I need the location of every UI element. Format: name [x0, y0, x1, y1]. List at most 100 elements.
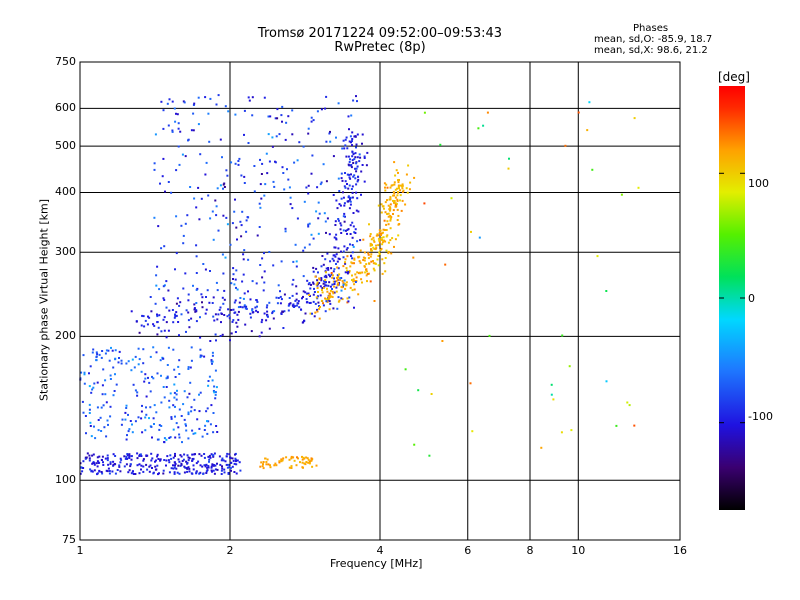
scatter-point [302, 456, 305, 459]
scatter-point [327, 273, 330, 276]
scatter-point [354, 232, 357, 234]
scatter-point [326, 290, 329, 293]
scatter-point [216, 468, 219, 471]
scatter-point [178, 408, 181, 411]
scatter-point [384, 189, 387, 192]
scatter-point [145, 413, 148, 416]
scatter-point [313, 291, 316, 293]
scatter-point [208, 140, 211, 143]
scatter-point [331, 283, 334, 286]
scatter-point [320, 108, 323, 111]
scatter-point [356, 240, 359, 243]
scatter-point [214, 391, 217, 394]
scatter-point [168, 437, 171, 439]
scatter-point [226, 174, 229, 177]
scatter-point [160, 374, 162, 377]
scatter-point [201, 465, 204, 468]
scatter-point [314, 302, 317, 305]
scatter-point [109, 405, 112, 408]
scatter-point [318, 212, 321, 215]
scatter-point [147, 376, 149, 379]
scatter-point [301, 455, 303, 458]
scatter-point [358, 260, 361, 263]
scatter-point [211, 210, 214, 213]
scatter-point [273, 464, 276, 467]
scatter-point [260, 321, 263, 324]
scatter-point [151, 467, 153, 469]
scatter-point [178, 334, 180, 337]
scatter-point [105, 435, 108, 438]
scatter-point [325, 95, 328, 98]
scatter-point [355, 95, 357, 98]
scatter-point [197, 186, 200, 189]
scatter-point [213, 391, 216, 394]
scatter-point [211, 360, 214, 363]
scatter-point [138, 472, 141, 475]
scatter-point [187, 299, 190, 302]
scatter-point [98, 455, 101, 458]
scatter-point [198, 472, 201, 475]
scatter-point [183, 418, 186, 421]
scatter-point [163, 299, 166, 301]
scatter-point [405, 187, 408, 190]
scatter-point [356, 271, 359, 274]
scatter-point [83, 382, 86, 385]
scatter-point [232, 319, 235, 322]
scatter-point [135, 320, 138, 323]
scatter-point [272, 180, 275, 183]
scatter-point [140, 417, 143, 420]
scatter-point [221, 156, 223, 159]
scatter-point [266, 310, 269, 313]
y-tick-label: 750 [55, 55, 76, 68]
scatter-point [178, 359, 181, 362]
scatter-point [131, 423, 133, 426]
scatter-point [381, 236, 383, 239]
scatter-point [91, 462, 94, 465]
scatter-point [337, 296, 340, 299]
scatter-point [133, 366, 136, 369]
scatter-point [349, 243, 351, 246]
scatter-point [338, 273, 341, 276]
y-tick-label: 300 [55, 245, 76, 259]
scatter-point [227, 463, 230, 466]
scatter-point [296, 217, 299, 220]
scatter-point [222, 187, 224, 190]
scatter-point [216, 462, 218, 465]
scatter-point [390, 252, 393, 255]
scatter-point [287, 178, 290, 181]
scatter-point [568, 365, 571, 368]
scatter-point [241, 280, 244, 283]
scatter-point [195, 244, 198, 247]
scatter-point [230, 282, 233, 285]
scatter-point [249, 316, 252, 319]
scatter-point [167, 459, 170, 462]
scatter-point [130, 455, 133, 458]
x-tick-label: 1 [76, 544, 84, 557]
scatter-point [112, 460, 115, 463]
scatter-point [190, 472, 193, 475]
scatter-point [173, 316, 176, 319]
scatter-point [393, 245, 395, 248]
scatter-point [280, 460, 283, 463]
scatter-point [354, 177, 357, 180]
scatter-point [280, 313, 283, 315]
scatter-point [93, 425, 95, 428]
scatter-point [393, 181, 396, 184]
scatter-point [393, 183, 396, 186]
scatter-point [337, 218, 340, 220]
scatter-point [344, 186, 347, 189]
scatter-point [155, 468, 158, 471]
scatter-point [366, 280, 368, 283]
scatter-point [344, 271, 347, 274]
scatter-point [160, 330, 163, 333]
scatter-point [296, 456, 298, 459]
scatter-point [197, 123, 200, 126]
scatter-point [347, 155, 350, 158]
scatter-point [307, 132, 310, 135]
scatter-point [367, 257, 370, 260]
scatter-point [367, 252, 370, 255]
scatter-point [93, 382, 96, 385]
scatter-point [317, 271, 319, 274]
scatter-point [370, 253, 373, 256]
scatter-point [401, 199, 404, 202]
